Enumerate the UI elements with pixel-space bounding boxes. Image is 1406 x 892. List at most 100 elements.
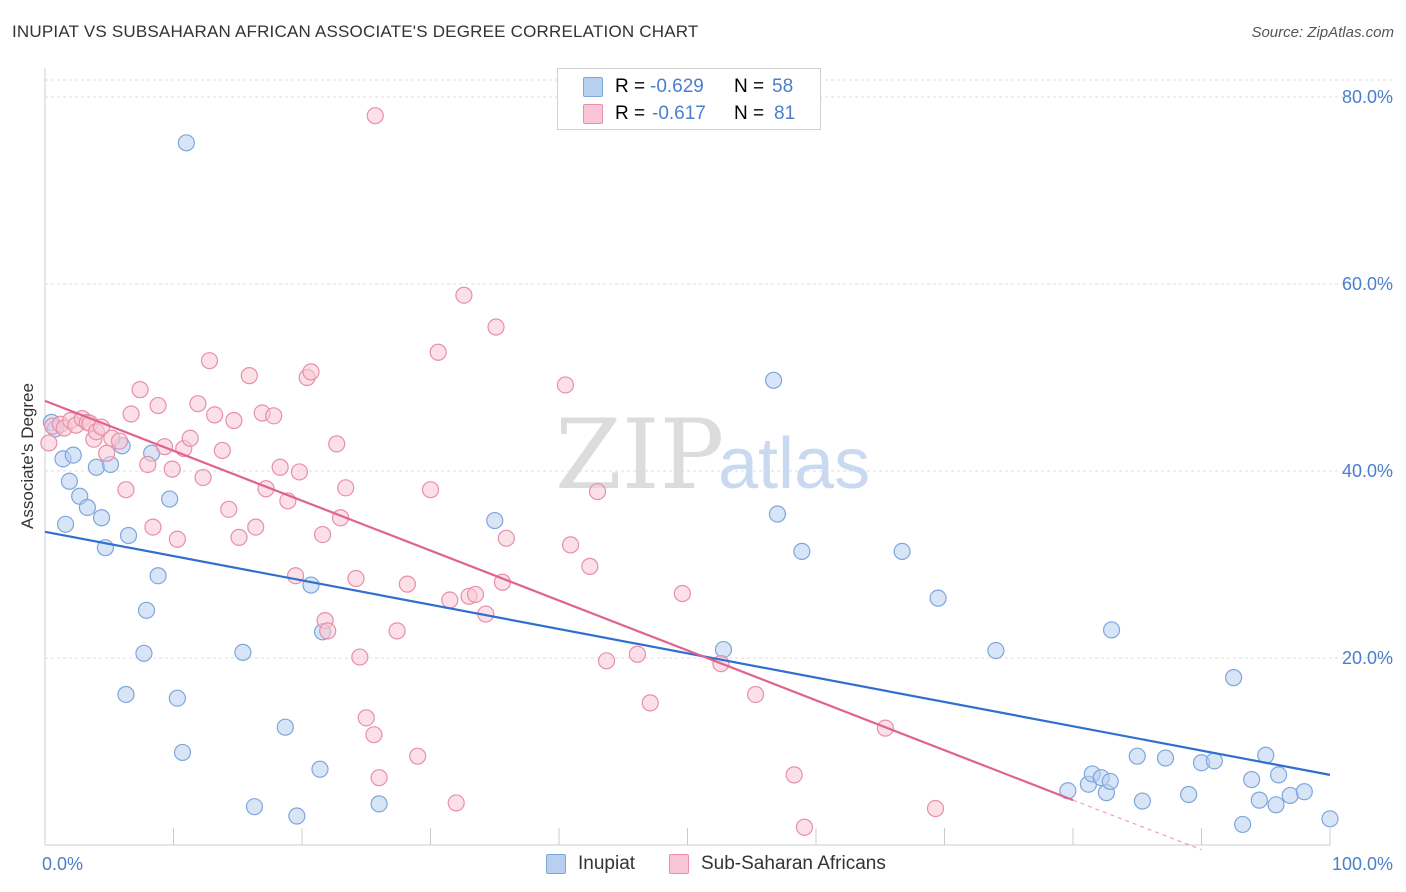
point-subsaharan (220, 500, 238, 518)
point-inupiat (119, 526, 138, 545)
legend-swatch-subsaharan (583, 104, 603, 124)
point-inupiat (893, 542, 911, 561)
point-inupiat (1225, 669, 1243, 687)
point-inupiat (987, 641, 1005, 660)
legend-r-label-2: R = (615, 103, 646, 124)
point-subsaharan (588, 482, 607, 501)
y-tick-label: 80.0% (1342, 87, 1393, 107)
point-inupiat (764, 371, 783, 389)
y-tick-label: 40.0% (1342, 461, 1393, 481)
point-inupiat (137, 601, 156, 619)
point-subsaharan (194, 468, 212, 487)
point-inupiat (1101, 772, 1119, 791)
source-label[interactable]: Source: ZipAtlas.com (1251, 24, 1394, 41)
point-inupiat (168, 689, 186, 707)
bottom-legend-swatch-inupiat (546, 854, 566, 874)
point-inupiat (929, 589, 947, 607)
point-inupiat (1281, 786, 1299, 805)
legend-r-value-2: -0.617 (652, 103, 706, 124)
trendline-inupiat (44, 530, 1331, 776)
point-subsaharan (447, 794, 465, 812)
point-subsaharan (409, 747, 427, 765)
point-subsaharan (497, 529, 515, 547)
point-subsaharan (388, 622, 406, 640)
point-inupiat (60, 472, 79, 490)
point-inupiat (714, 640, 733, 659)
point-subsaharan (139, 455, 157, 474)
y-tick-label: 20.0% (1342, 648, 1393, 668)
point-subsaharan (181, 429, 199, 447)
point-inupiat (1180, 785, 1198, 804)
point-inupiat (1295, 783, 1313, 801)
point-inupiat (87, 458, 106, 476)
point-subsaharan (628, 645, 646, 663)
point-subsaharan (641, 694, 659, 712)
y-tick-label: 60.0% (1342, 274, 1393, 294)
point-subsaharan (366, 107, 384, 125)
watermark: ZIP atlas (555, 399, 870, 511)
point-inupiat (302, 576, 320, 594)
bottom-legend-swatch-subsaharan (669, 854, 689, 874)
legend-n-label-2: N = (734, 103, 765, 124)
point-subsaharan (926, 799, 945, 818)
point-subsaharan (398, 575, 416, 593)
point-subsaharan (319, 622, 337, 640)
point-subsaharan (357, 709, 375, 727)
point-subsaharan (347, 569, 365, 588)
point-subsaharan (795, 818, 814, 836)
point-inupiat (1269, 766, 1288, 784)
bottom-legend-label-subsaharan: Sub-Saharan Africans (701, 853, 886, 874)
legend-swatch-inupiat (583, 77, 603, 97)
bottom-legend-inupiat[interactable]: Inupiat (546, 852, 635, 876)
axes-layer: 20.0% 40.0% 60.0% 80.0% 0.0% 100.0% (42, 68, 1393, 874)
point-subsaharan (200, 352, 219, 370)
legend-r-value-1: -0.629 (650, 76, 704, 97)
point-inupiat (117, 685, 135, 704)
point-inupiat (234, 643, 252, 661)
point-subsaharan (302, 363, 320, 381)
point-subsaharan (110, 432, 129, 450)
point-inupiat (793, 542, 811, 561)
point-subsaharan (561, 536, 580, 554)
point-inupiat (1234, 815, 1252, 834)
point-subsaharan (337, 479, 355, 497)
point-subsaharan (455, 286, 473, 304)
point-inupiat (288, 807, 306, 825)
point-inupiat (92, 509, 111, 527)
point-subsaharan (328, 435, 346, 453)
point-subsaharan (144, 518, 162, 536)
point-subsaharan (189, 395, 207, 413)
point-inupiat (135, 644, 153, 662)
point-subsaharan (265, 407, 283, 425)
point-subsaharan (230, 528, 248, 546)
legend-n-value-1: 58 (772, 76, 794, 97)
point-subsaharan (40, 434, 58, 452)
x-tick-label: 0.0% (42, 854, 83, 874)
y-axis-label: Associate's Degree (18, 383, 37, 529)
point-subsaharan (597, 652, 616, 670)
stats-legend: R = -0.629 N = 58 R = -0.617 N = 81 (557, 68, 821, 130)
point-inupiat (1321, 810, 1339, 828)
point-inupiat (1205, 752, 1223, 770)
point-inupiat (173, 743, 192, 762)
bottom-legend-subsaharan[interactable]: Sub-Saharan Africans (669, 852, 886, 876)
trend-layer (44, 399, 1331, 851)
point-subsaharan (441, 591, 459, 609)
point-subsaharan (581, 557, 599, 575)
point-inupiat (276, 718, 294, 736)
bottom-legend-label-inupiat: Inupiat (578, 853, 636, 874)
trendline-extension-subsaharan (1072, 799, 1202, 851)
legend-r-label-1: R = (615, 76, 646, 97)
point-inupiat (1243, 770, 1261, 789)
point-subsaharan (370, 769, 388, 787)
point-subsaharan (163, 460, 181, 478)
point-inupiat (370, 795, 388, 813)
point-subsaharan (98, 444, 116, 462)
point-subsaharan (785, 766, 803, 784)
point-subsaharan (122, 405, 140, 423)
point-subsaharan (206, 406, 224, 424)
point-inupiat (56, 515, 75, 533)
point-subsaharan (240, 367, 258, 385)
point-subsaharan (149, 396, 167, 415)
